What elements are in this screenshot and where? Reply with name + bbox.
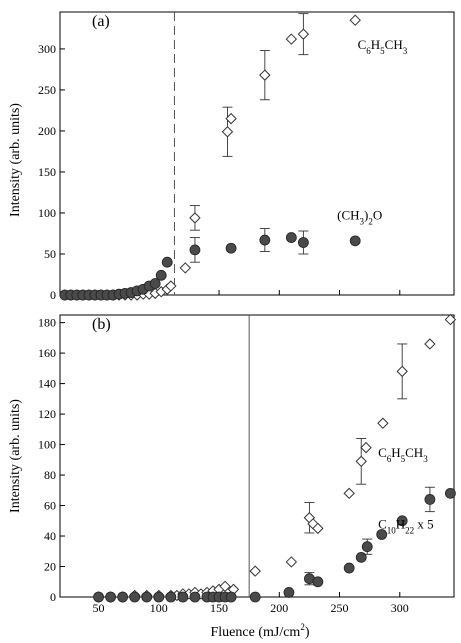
data-point-circle <box>283 587 295 598</box>
data-point-diamond <box>424 338 436 350</box>
data-point-circle <box>165 591 177 603</box>
data-point-circle <box>355 551 367 563</box>
data-point-circle <box>349 235 361 247</box>
y-tick-label: 20 <box>44 560 56 574</box>
data-point-circle <box>161 256 173 268</box>
data-point-circle <box>285 232 297 243</box>
y-axis-label: Intensity (arb. units) <box>8 103 23 217</box>
x-tick-label: 250 <box>331 601 349 615</box>
x-axis-label-superscript: 2 <box>300 622 305 632</box>
data-point-diamond <box>221 126 234 138</box>
data-point-circle <box>189 591 201 603</box>
data-point-circle <box>189 244 201 256</box>
data-point-circle <box>259 234 271 246</box>
y-tick-label: 300 <box>38 42 56 56</box>
y-tick-label: 150 <box>38 165 56 179</box>
y-tick-label: 180 <box>38 316 56 330</box>
y-tick-label: 120 <box>38 407 56 421</box>
y-tick-label: 50 <box>44 247 56 261</box>
data-point-diamond <box>189 212 201 224</box>
x-tick-label: 300 <box>391 601 409 615</box>
data-point-circle <box>361 541 373 553</box>
data-point-diamond <box>165 280 177 292</box>
data-point-diamond <box>360 441 372 454</box>
y-tick-label: 0 <box>50 288 56 302</box>
series-circles <box>93 486 456 603</box>
data-point-diamond <box>312 522 324 535</box>
data-point-circle <box>396 515 408 527</box>
series-circles <box>59 228 361 301</box>
data-point-circle <box>105 591 117 603</box>
data-point-diamond <box>285 556 298 568</box>
data-point-circle <box>249 591 261 603</box>
x-axis-label: Fluence (mJ/cm2) <box>211 622 310 640</box>
data-point-circle <box>141 591 153 603</box>
y-tick-label: 160 <box>38 346 56 360</box>
data-point-diamond <box>249 565 261 577</box>
x-tick-label: 200 <box>270 601 288 615</box>
data-point-diamond <box>349 14 361 26</box>
data-point-circle <box>444 487 456 499</box>
panel-a: 0 50 100 150 200 250 300 Intensity (arb. units)… <box>8 11 455 302</box>
y-tick-label: 60 <box>44 499 56 513</box>
data-point-diamond <box>259 69 271 81</box>
data-point-circle <box>129 591 141 603</box>
y-tick-label: 250 <box>38 83 56 97</box>
data-point-circle <box>297 237 309 248</box>
data-point-diamond <box>396 365 408 378</box>
y-tick-label: 140 <box>38 377 56 391</box>
data-point-circle <box>117 591 129 603</box>
plot-frame <box>59 11 455 296</box>
data-point-circle <box>343 562 355 574</box>
panel-label: (a) <box>92 13 110 30</box>
y-tick-label: 100 <box>38 206 56 220</box>
data-point-circle <box>177 591 189 603</box>
y-tick-label: 200 <box>38 124 56 138</box>
panel-label: (b) <box>92 316 111 333</box>
data-point-diamond <box>297 28 310 40</box>
data-point-diamond <box>285 33 298 45</box>
data-point-diamond <box>444 313 457 326</box>
data-point-circle <box>149 278 161 289</box>
data-point-diamond <box>343 487 355 500</box>
y-tick-label: 80 <box>44 468 56 482</box>
panel-b: 0 20 40 60 80 100 120 140 160 180 50 100 150 200 250 30… <box>8 313 457 615</box>
data-point-diamond <box>179 262 192 274</box>
y-tick-label: 40 <box>44 529 56 543</box>
data-point-diamond <box>355 455 367 468</box>
x-tick-label: 150 <box>210 601 228 615</box>
x-tick-label: 50 <box>93 601 105 615</box>
series-label: C6H5CH3 <box>358 37 408 56</box>
series-label: C6H5CH3 <box>378 445 428 464</box>
data-point-diamond <box>377 417 389 429</box>
data-point-circle <box>312 576 324 588</box>
x-axis-label-main: Fluence (mJ/cm <box>211 625 301 640</box>
data-point-diamond <box>225 112 237 125</box>
x-axis-label-end: ) <box>305 625 310 640</box>
data-point-diamond <box>219 580 231 593</box>
series-diamonds <box>59 13 361 301</box>
y-tick-label: 100 <box>38 438 56 452</box>
y-axis-label: Intensity (arb. units) <box>8 399 23 513</box>
data-point-circle <box>424 494 436 505</box>
series-label: (CH3)2O <box>337 208 382 227</box>
data-point-circle <box>153 591 165 603</box>
x-tick-label: 100 <box>150 601 168 615</box>
data-point-circle <box>376 529 388 540</box>
series-label: C10H22 x 5 <box>378 516 434 535</box>
y-tick-label: 0 <box>50 590 56 604</box>
data-point-circle <box>155 269 167 281</box>
data-point-circle <box>225 242 237 254</box>
data-point-circle <box>225 591 237 603</box>
data-point-circle <box>93 591 104 603</box>
